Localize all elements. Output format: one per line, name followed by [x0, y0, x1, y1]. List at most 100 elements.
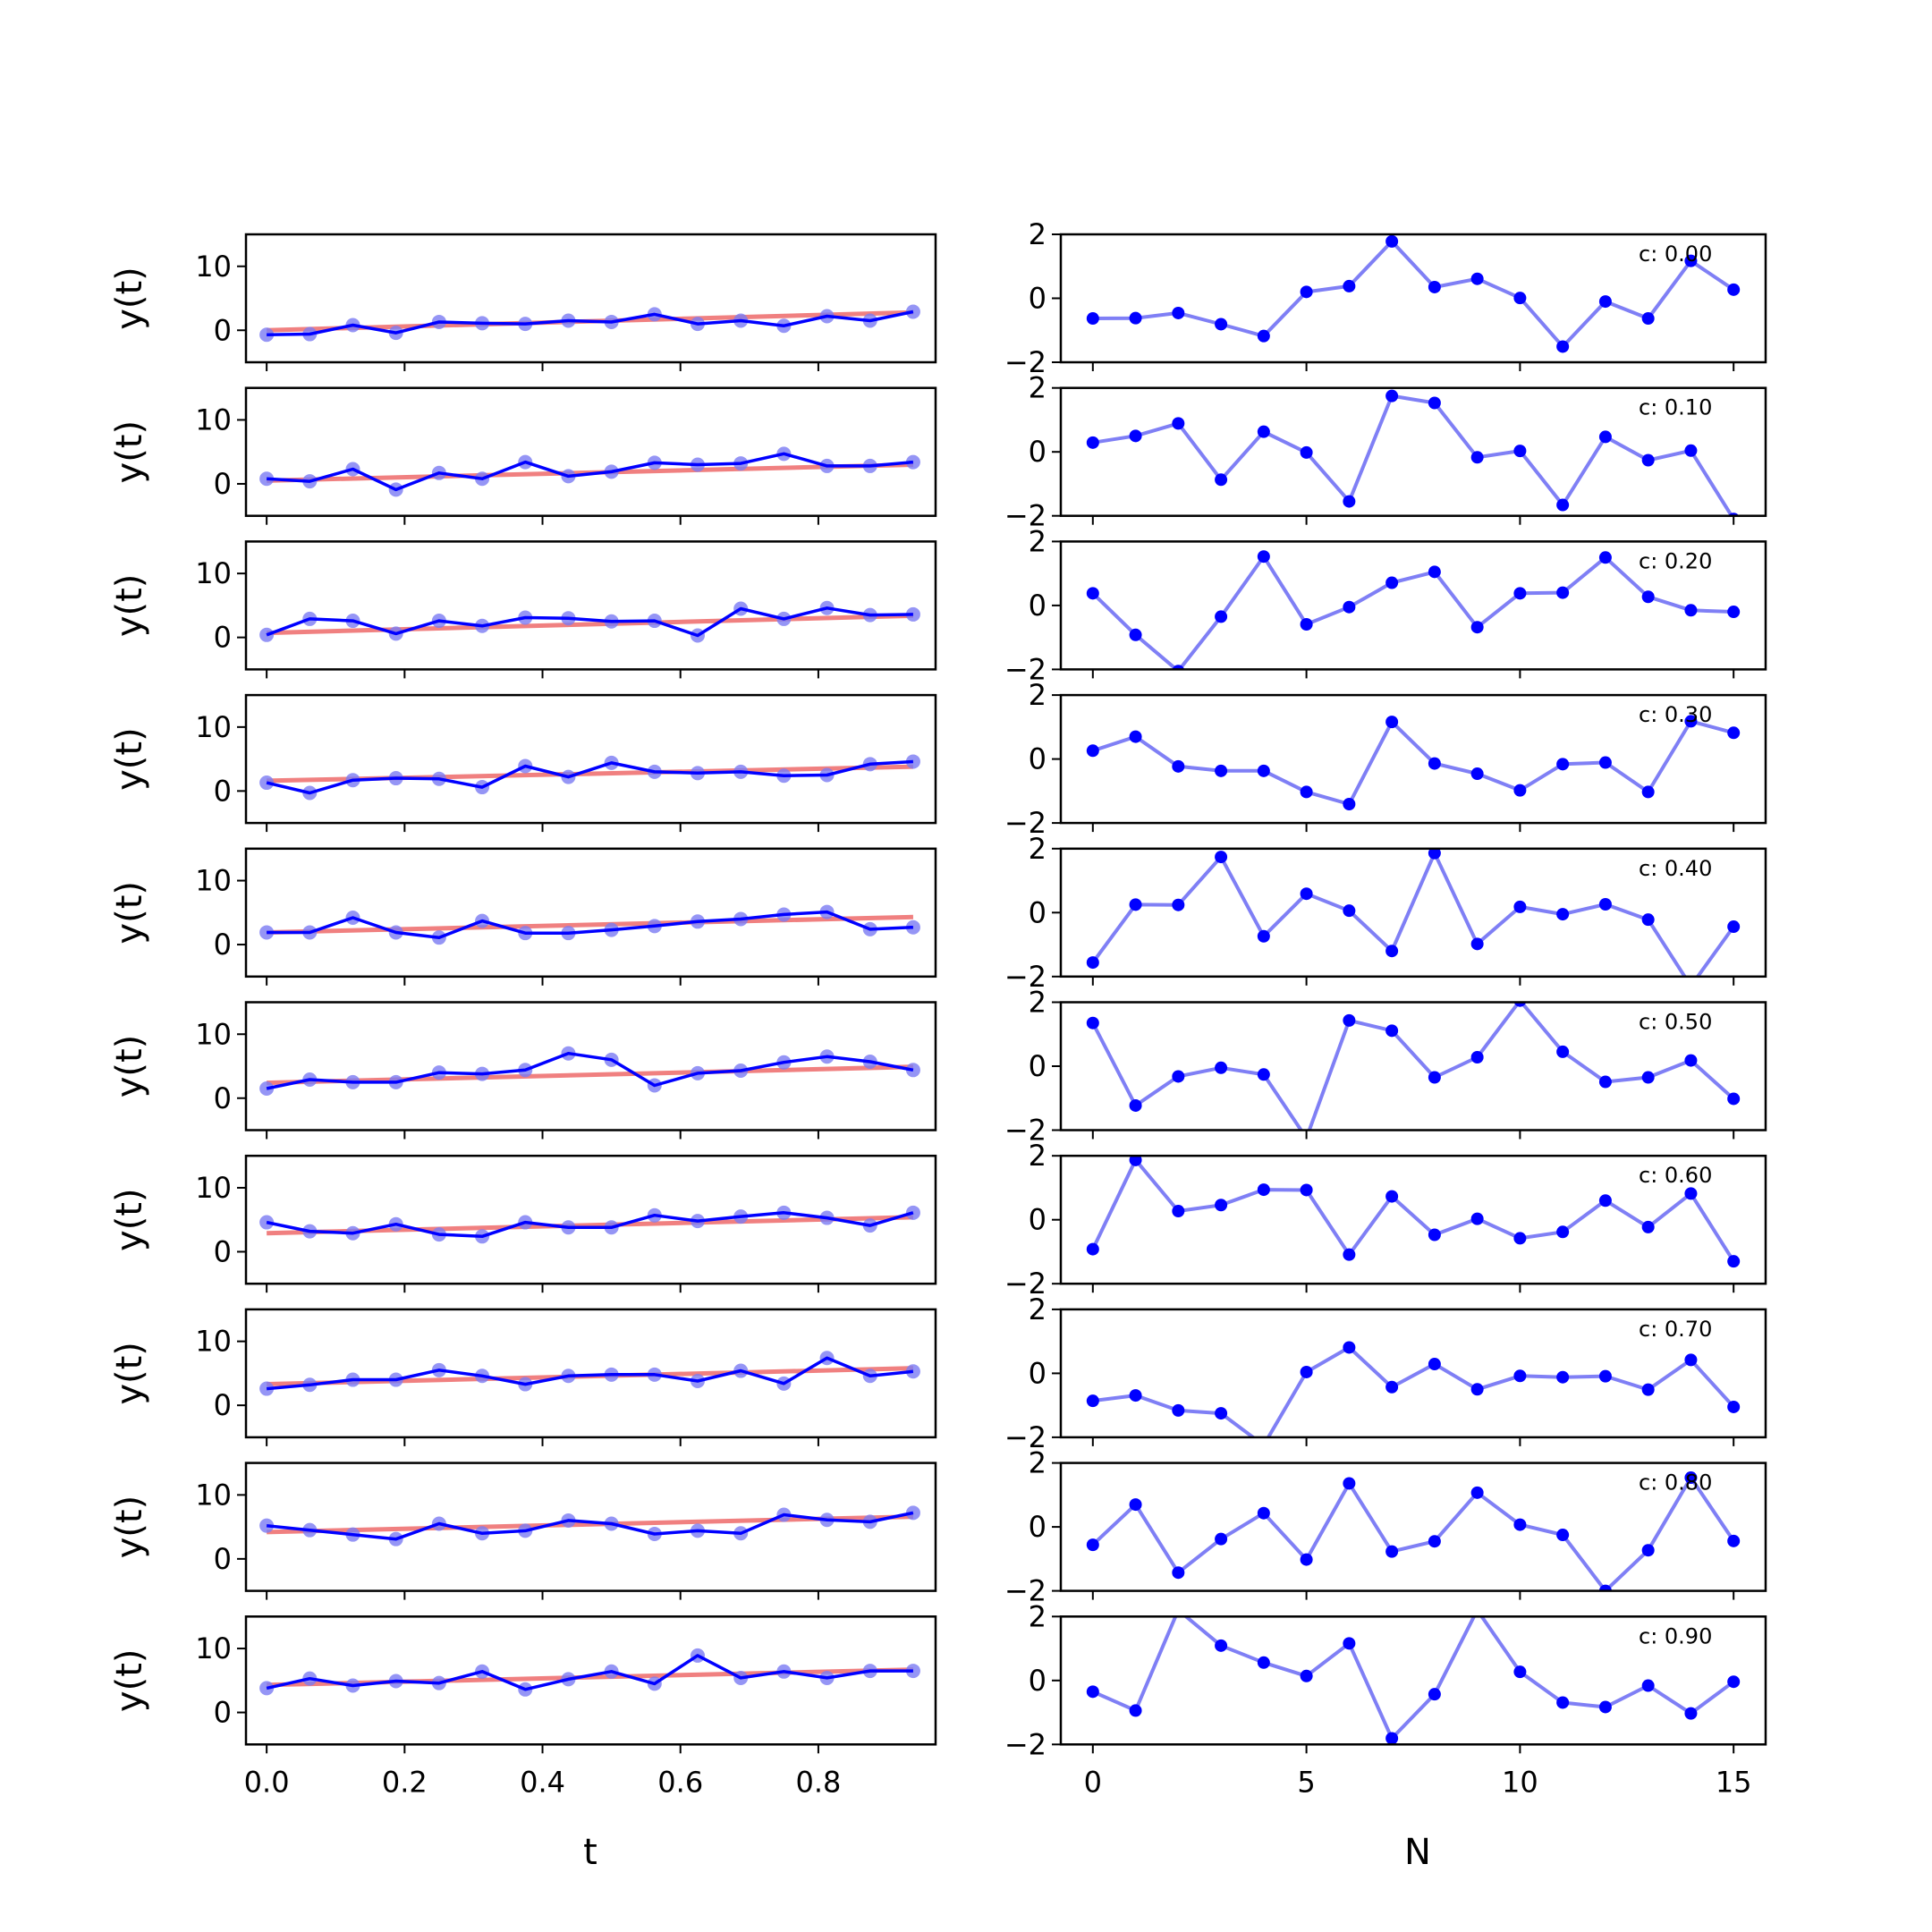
residual-point — [1428, 1688, 1441, 1701]
coefficient-annotation: c: 0.80 — [1639, 1470, 1712, 1496]
left-panel-column: 0 10 y(t) 0 10 y(t) 0 10 y(t) 0 10 y(t) 0 10 y(t) 0 10 y(… — [109, 233, 937, 1799]
residual-point — [1641, 1544, 1655, 1557]
residual-point — [1598, 898, 1612, 911]
observed-line — [266, 1356, 914, 1391]
residual-point — [1513, 1665, 1527, 1679]
residual-series — [1086, 1341, 1741, 1452]
axes-frame — [244, 847, 937, 979]
residual-point — [1598, 1369, 1612, 1383]
residual-point — [1215, 1407, 1228, 1420]
right-panel-8: 2 0 −2 c: 0.80 — [1004, 1446, 1767, 1608]
x-tick-label: 0.4 — [520, 1765, 565, 1799]
residual-point — [1258, 1439, 1270, 1452]
residual-point — [1385, 234, 1399, 248]
residual-point — [1343, 1248, 1356, 1261]
residual-point — [1641, 785, 1655, 799]
y-axis-label: y(t) — [109, 267, 150, 330]
residual-point — [1727, 920, 1741, 934]
residual-point — [1257, 1656, 1270, 1669]
observed-line — [267, 309, 914, 337]
x-tick-label: 0 — [1084, 1765, 1102, 1799]
y-tick-label: 0 — [1029, 895, 1046, 929]
right-panel-0: 2 0 −2 c: 0.00 — [1004, 217, 1767, 379]
observed-line — [266, 452, 914, 492]
residual-point — [1215, 1639, 1228, 1652]
residual-series — [1086, 550, 1741, 670]
residual-line — [1092, 719, 1734, 806]
residual-point — [1727, 1534, 1741, 1547]
observed-line — [266, 1654, 913, 1691]
y-tick-label: 2 — [1029, 524, 1046, 558]
left-panel-3: 0 10 y(t) — [109, 693, 937, 833]
residual-point — [1556, 1370, 1570, 1384]
y-tick-label: 0 — [1029, 1049, 1046, 1083]
residual-point — [1598, 1194, 1612, 1208]
residual-point — [1300, 445, 1313, 459]
y-axis-label: y(t) — [109, 881, 150, 945]
coefficient-annotation: c: 0.00 — [1639, 242, 1712, 267]
left-panel-8: 0 10 y(t) — [109, 1462, 937, 1600]
residual-point — [1343, 495, 1356, 508]
residual-point — [1470, 1212, 1484, 1225]
coefficient-annotation: c: 0.50 — [1639, 1010, 1712, 1035]
residual-line — [1091, 1616, 1735, 1741]
residual-series — [1086, 1471, 1741, 1591]
y-tick-label: 2 — [1029, 1292, 1046, 1326]
y-tick-label: 10 — [195, 250, 232, 284]
coefficient-annotation: c: 0.40 — [1639, 856, 1712, 881]
observed-point — [905, 919, 920, 935]
left-panel-0: 0 10 y(t) — [109, 233, 937, 371]
residual-point — [1257, 764, 1270, 777]
coefficient-annotation: c: 0.70 — [1639, 1317, 1712, 1342]
y-tick-label: 10 — [195, 864, 232, 898]
residual-point — [1684, 980, 1697, 993]
y-tick-label: −2 — [1004, 1727, 1046, 1761]
y-tick-label: −2 — [1004, 1267, 1046, 1301]
y-axis-label: y(t) — [109, 727, 150, 791]
y-tick-label: 2 — [1029, 678, 1046, 712]
axes-frame — [244, 1462, 937, 1592]
observed-point — [905, 1205, 920, 1220]
y-tick-label: 0 — [214, 928, 232, 962]
y-tick-label: 0 — [214, 1081, 232, 1115]
observed-point — [905, 1664, 920, 1679]
trend-line — [267, 1215, 914, 1236]
left-panel-9: 0 10 0.0 0.2 0.4 0.6 0.8 y(t) — [109, 1615, 937, 1799]
observed-point — [905, 606, 920, 622]
residual-line — [1092, 1345, 1735, 1437]
observed-point — [905, 1505, 920, 1521]
trend-line — [267, 914, 914, 935]
residual-point — [1470, 1486, 1484, 1499]
residual-point — [1727, 1255, 1741, 1268]
residual-point — [1086, 1242, 1099, 1256]
observed-point — [905, 1063, 920, 1078]
residual-point — [1598, 756, 1612, 769]
residual-point — [1343, 1477, 1356, 1490]
residual-point — [1428, 280, 1441, 293]
y-tick-label: −2 — [1004, 1574, 1046, 1608]
residual-point — [1684, 254, 1698, 267]
y-tick-label: 0 — [1029, 435, 1046, 469]
y-tick-label: 0 — [214, 467, 232, 501]
y-tick-label: 10 — [195, 1478, 232, 1512]
residual-point — [1257, 1068, 1270, 1081]
residual-point — [1556, 1529, 1570, 1542]
left-panel-5: 0 10 y(t) — [109, 1001, 937, 1140]
residual-point — [1215, 851, 1228, 864]
axes-frame — [244, 693, 937, 825]
observed-line — [266, 606, 913, 638]
x-tick-label: 0.2 — [382, 1765, 428, 1799]
y-tick-label: 0 — [214, 1542, 232, 1576]
residual-point — [1471, 1604, 1484, 1616]
residual-point — [1641, 453, 1655, 467]
residual-point — [1385, 945, 1399, 958]
y-axis-label: y(t) — [109, 1342, 150, 1405]
residual-point — [1086, 1538, 1099, 1552]
residual-point — [1300, 1183, 1313, 1197]
residual-line — [1090, 1157, 1735, 1263]
residual-point — [1343, 904, 1356, 918]
y-tick-label: 0 — [214, 1234, 232, 1268]
residual-point — [1598, 430, 1612, 444]
residual-point — [1343, 279, 1356, 292]
